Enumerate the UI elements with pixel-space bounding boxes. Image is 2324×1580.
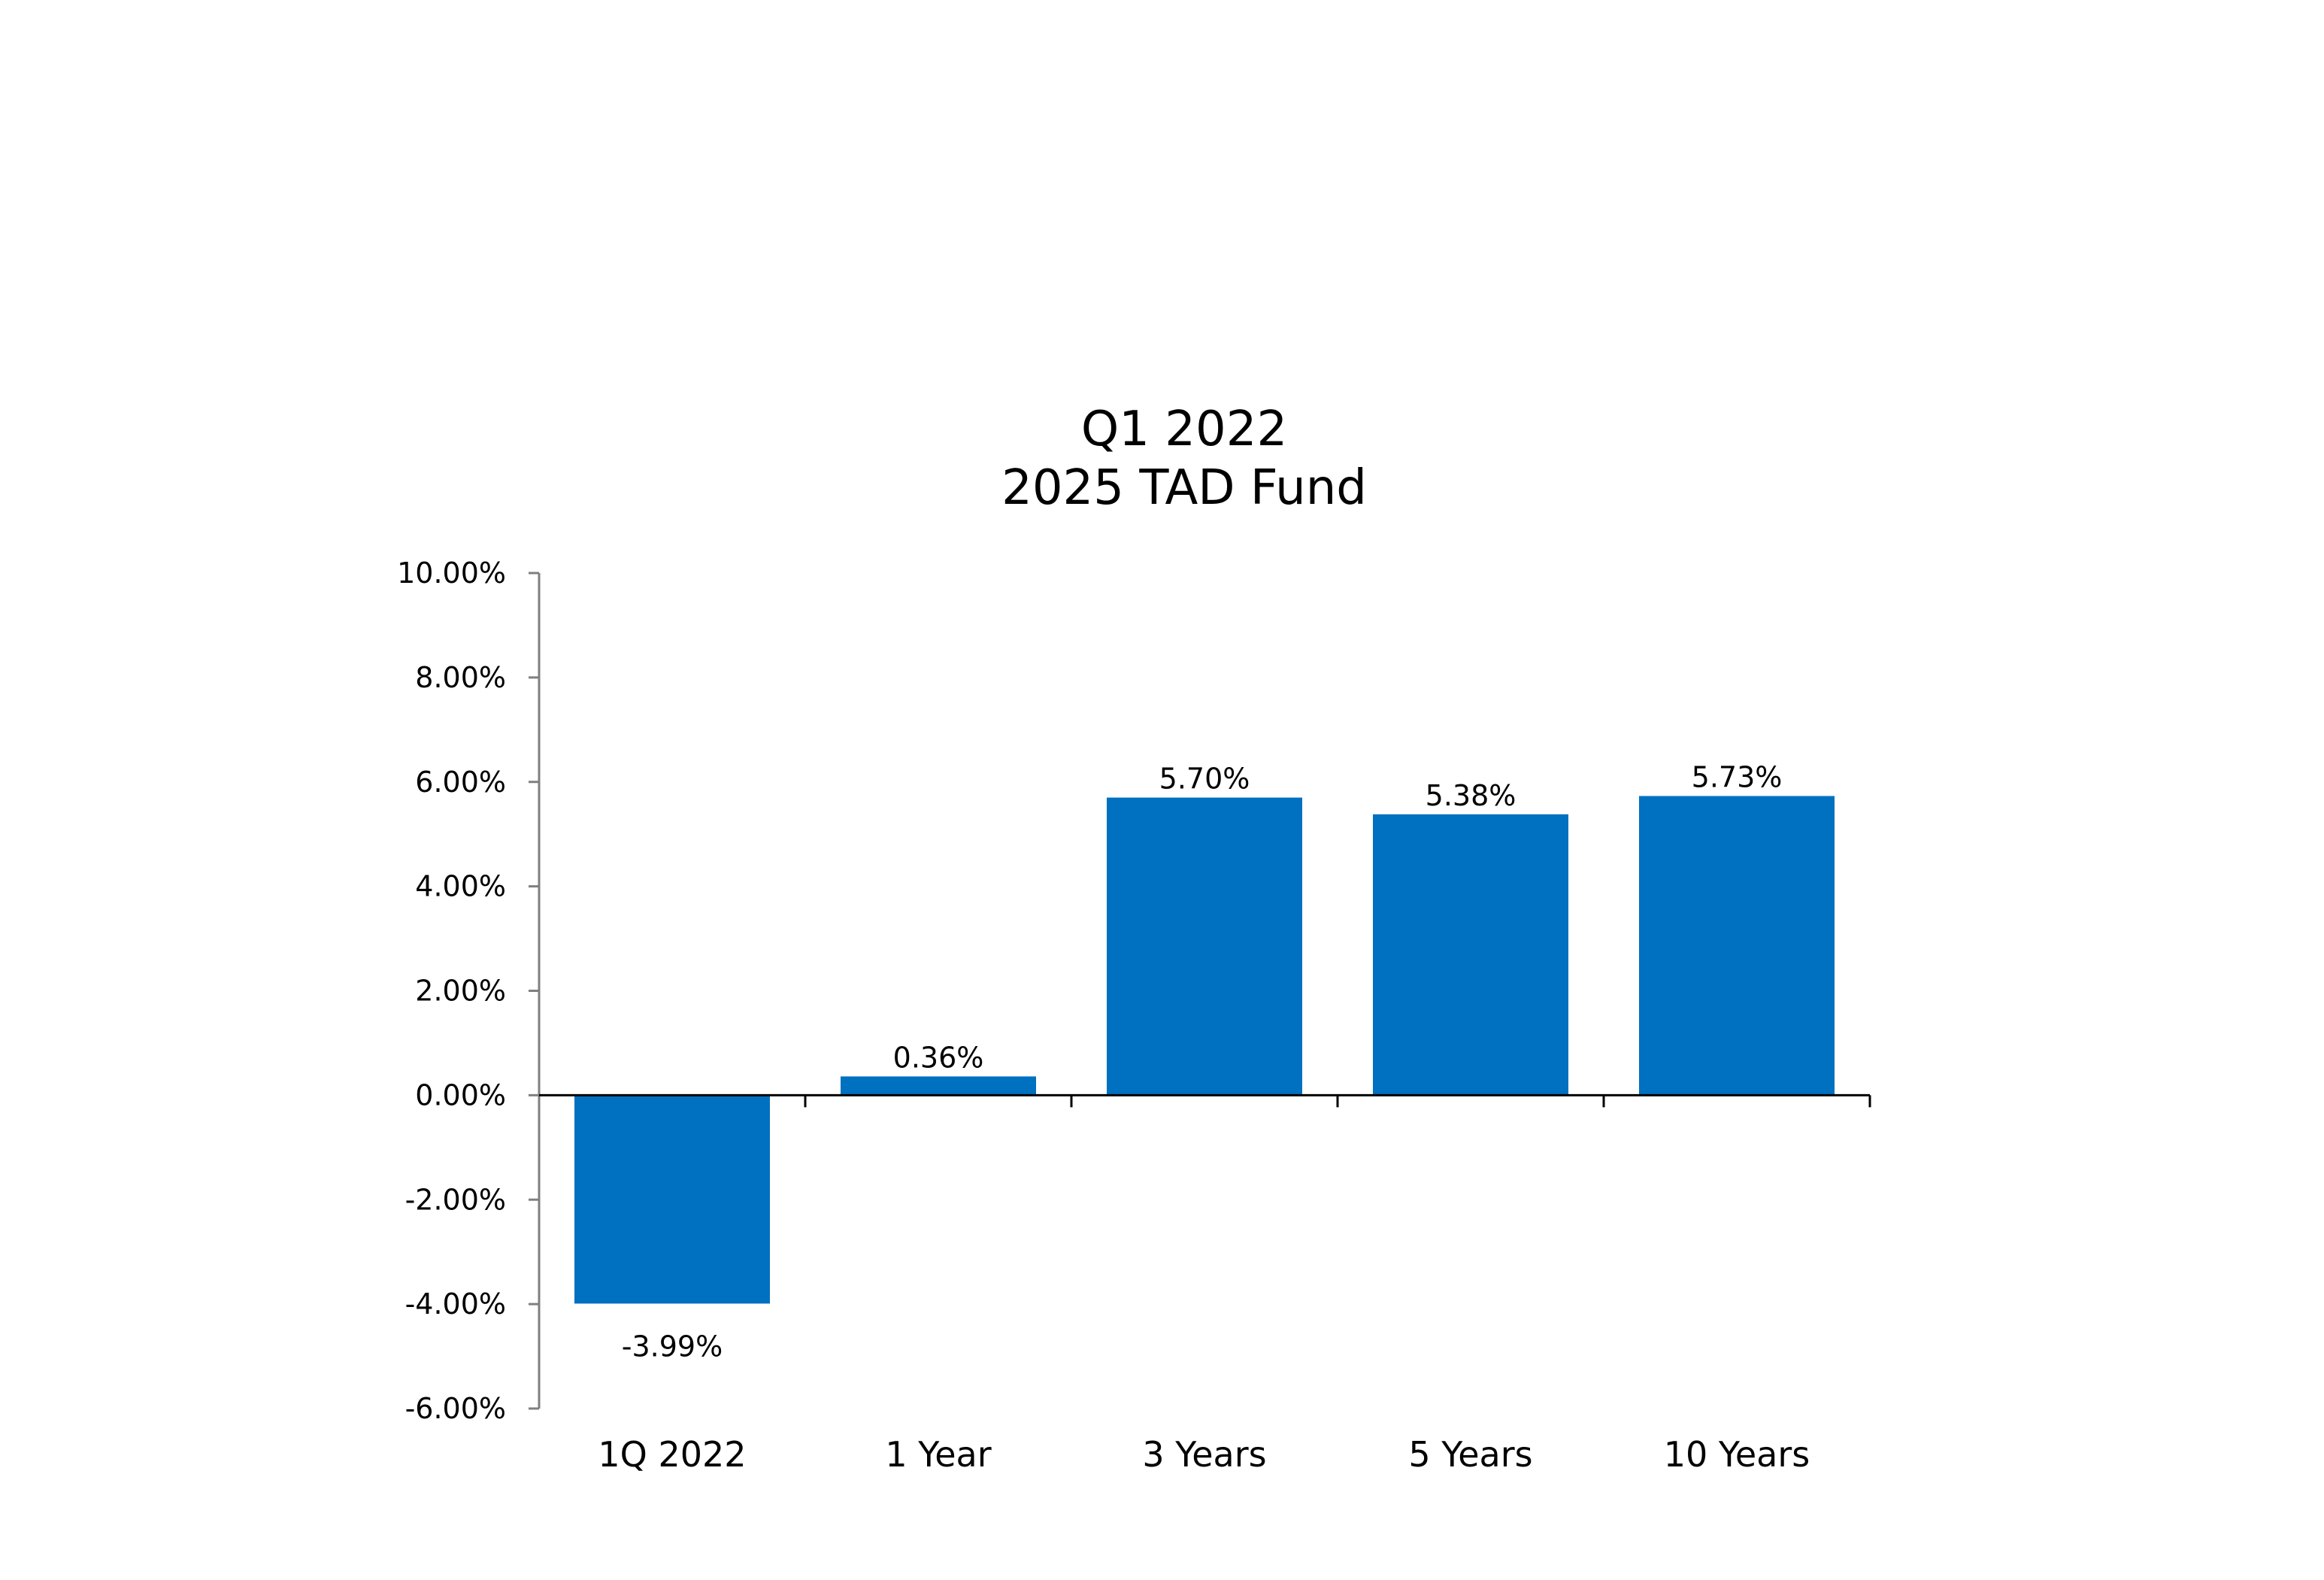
y-tick-label: -2.00% bbox=[405, 1183, 506, 1216]
y-tick-label: 2.00% bbox=[415, 975, 506, 1008]
chart-title: Q1 2022 2025 TAD Fund bbox=[1001, 402, 1367, 516]
y-tick-label: 8.00% bbox=[415, 661, 506, 694]
y-tick-label: 0.00% bbox=[415, 1078, 506, 1111]
y-tick-label: 10.00% bbox=[397, 556, 506, 590]
bar bbox=[1373, 814, 1568, 1096]
data-label: -3.99% bbox=[622, 1330, 723, 1363]
x-category-label: 1 Year bbox=[885, 1434, 991, 1475]
data-label: 0.36% bbox=[893, 1041, 984, 1074]
plot-area: 10.00% 8.00% 6.00% 4.00% 2.00% 0.00% -2.00% -4.… bbox=[397, 556, 1871, 1475]
bar bbox=[1639, 796, 1835, 1096]
x-category-label: 10 Years bbox=[1664, 1434, 1810, 1475]
x-category-label: 1Q 2022 bbox=[598, 1434, 746, 1475]
x-category-label: 5 Years bbox=[1408, 1434, 1532, 1475]
y-tick-label: 4.00% bbox=[415, 870, 506, 903]
bar bbox=[1107, 797, 1302, 1096]
y-tick-label: 6.00% bbox=[415, 766, 506, 799]
data-label: 5.70% bbox=[1159, 763, 1250, 796]
bar bbox=[841, 1076, 1036, 1096]
bar bbox=[574, 1095, 770, 1304]
chart-title-line-2: 2025 TAD Fund bbox=[1001, 460, 1367, 516]
data-label: 5.73% bbox=[1692, 760, 1783, 793]
y-tick-label: -6.00% bbox=[405, 1392, 506, 1425]
chart-title-line-1: Q1 2022 bbox=[1081, 402, 1287, 457]
x-category-label: 3 Years bbox=[1142, 1434, 1266, 1475]
y-tick-label: -4.00% bbox=[405, 1287, 506, 1321]
data-label: 5.38% bbox=[1426, 779, 1517, 812]
